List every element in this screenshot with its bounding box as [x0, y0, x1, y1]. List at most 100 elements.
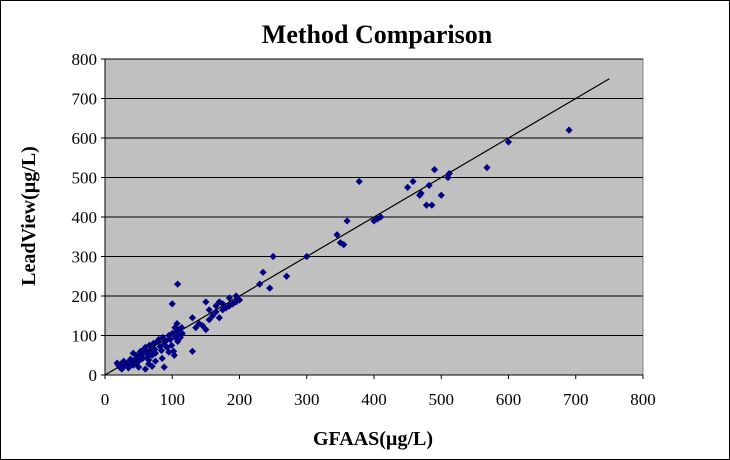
data-point: [565, 126, 573, 134]
data-point: [409, 177, 417, 186]
x-axis-ticks: 0 100 200 300 400 500 600 700 800: [101, 375, 656, 409]
x-tick-label: 800: [630, 390, 656, 409]
data-point: [215, 314, 223, 322]
y-tick-label: 600: [72, 129, 98, 148]
data-point: [129, 349, 137, 357]
data-point: [160, 363, 168, 371]
data-point: [135, 353, 143, 361]
data-point: [171, 324, 179, 332]
x-tick-label: 0: [101, 390, 110, 409]
data-point: [425, 181, 433, 189]
data-point: [169, 347, 178, 355]
data-point: [168, 300, 176, 308]
data-point: [166, 335, 174, 344]
data-point: [445, 169, 453, 178]
data-point: [116, 363, 124, 371]
data-point: [145, 356, 153, 364]
data-point: [222, 304, 230, 312]
data-point: [282, 272, 291, 280]
data-point: [195, 320, 203, 328]
data-point: [141, 343, 149, 351]
data-point: [404, 183, 412, 191]
plot-area: [104, 58, 644, 376]
data-point: [209, 312, 217, 320]
data-point: [333, 231, 341, 239]
data-point: [205, 306, 213, 314]
data-point: [141, 365, 149, 373]
y-tick-label: 500: [72, 169, 98, 188]
data-point: [212, 302, 220, 310]
data-point: [303, 252, 311, 261]
y-tick-label: 300: [72, 248, 98, 267]
data-point: [212, 308, 220, 316]
data-point: [118, 359, 126, 367]
data-point: [178, 329, 186, 338]
data-point: [219, 300, 227, 308]
data-point: [444, 173, 452, 182]
data-point: [176, 333, 184, 342]
data-point: [120, 357, 128, 365]
data-point: [343, 217, 351, 225]
data-point: [428, 201, 436, 209]
data-point: [259, 268, 267, 276]
data-point: [167, 341, 176, 349]
data-point: [133, 359, 141, 367]
y-tick-label: 0: [89, 366, 98, 385]
x-tick-label: 700: [563, 390, 589, 409]
data-point: [173, 320, 181, 328]
data-point: [138, 350, 146, 359]
data-point: [504, 138, 513, 146]
data-point: [143, 349, 151, 357]
data-point: [340, 241, 348, 249]
chart-title: Method Comparison: [262, 20, 493, 49]
data-point: [355, 177, 363, 186]
data-point: [175, 325, 183, 334]
data-point: [170, 351, 178, 359]
data-point: [232, 298, 240, 306]
x-tick-label: 200: [227, 390, 253, 409]
data-point: [151, 357, 160, 365]
trend-line: [104, 78, 610, 376]
x-axis-label: GFAAS(µg/L): [313, 428, 433, 450]
data-point: [124, 364, 133, 372]
data-point: [483, 164, 491, 172]
data-point: [118, 365, 126, 373]
y-tick-label: 200: [72, 287, 98, 306]
data-point: [151, 349, 160, 357]
data-point: [202, 298, 210, 306]
data-point: [158, 354, 166, 363]
data-point: [188, 347, 197, 355]
y-tick-label: 800: [72, 50, 98, 69]
data-point: [174, 280, 182, 288]
x-tick-label: 300: [294, 390, 320, 409]
x-tick-label: 500: [429, 390, 455, 409]
data-point: [143, 353, 151, 361]
data-point: [232, 292, 240, 300]
data-points: [113, 126, 573, 373]
data-point: [373, 215, 381, 223]
y-tick-label: 700: [72, 90, 98, 109]
data-point: [219, 306, 227, 314]
y-axis-label: LeadView(µg/L): [18, 146, 40, 286]
data-point: [149, 339, 158, 347]
data-point: [192, 324, 200, 332]
data-point: [266, 284, 274, 292]
data-point: [430, 166, 439, 174]
y-tick-label: 100: [72, 327, 98, 346]
data-point: [172, 333, 180, 342]
data-point: [205, 316, 213, 324]
x-tick-label: 600: [496, 390, 522, 409]
data-point: [148, 362, 156, 370]
data-point: [139, 354, 147, 363]
data-point: [188, 314, 197, 322]
x-tick-label: 100: [160, 390, 186, 409]
data-point: [165, 348, 173, 356]
data-point: [417, 189, 425, 197]
data-point: [113, 359, 121, 367]
data-point: [225, 294, 234, 302]
data-point: [422, 201, 431, 209]
y-tick-label: 400: [72, 208, 98, 227]
data-point: [135, 363, 143, 371]
